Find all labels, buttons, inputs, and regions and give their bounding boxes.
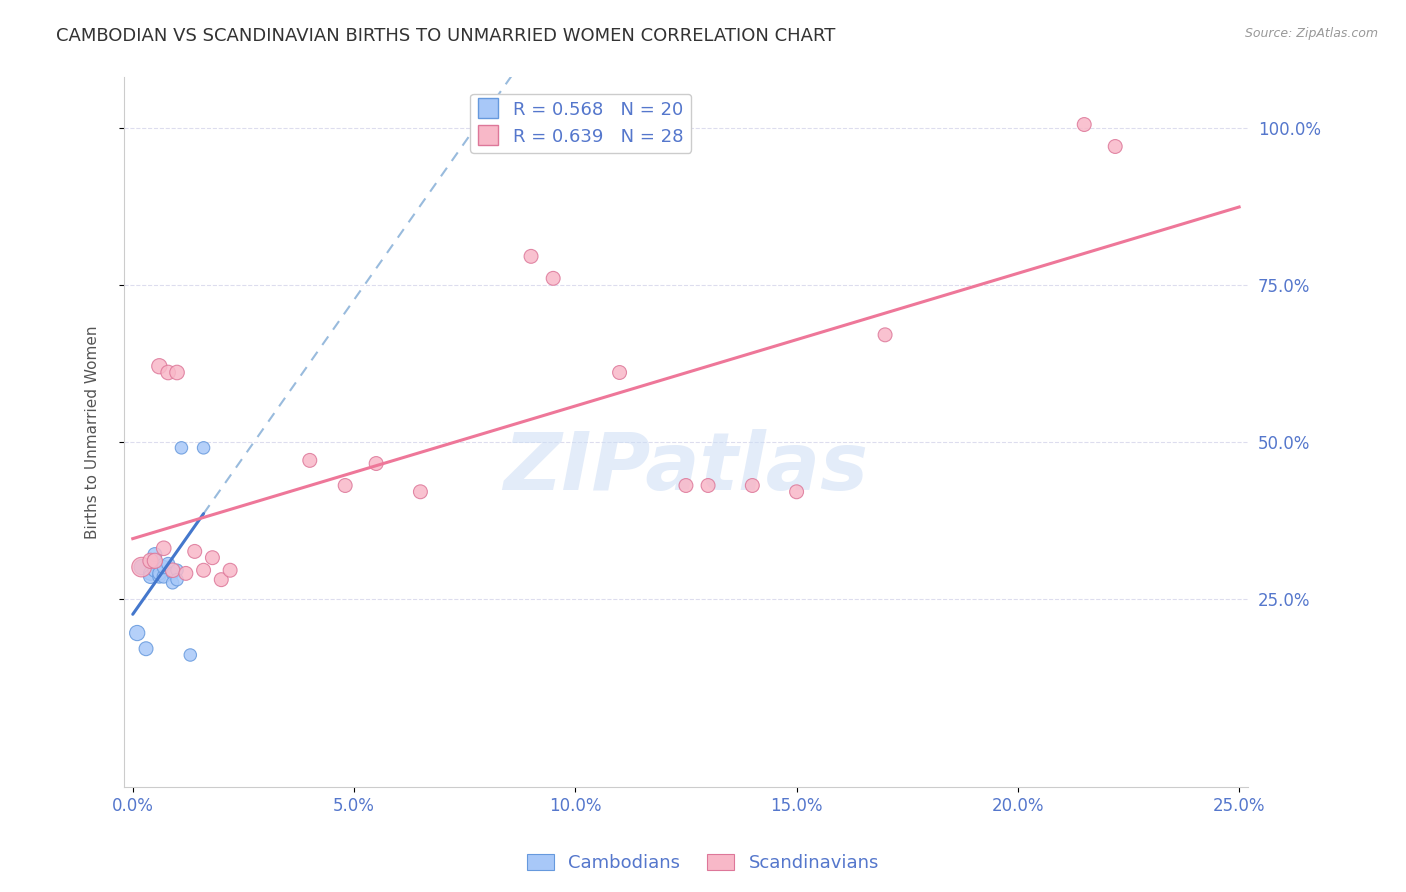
- Point: [174, 566, 197, 581]
- Point: [697, 478, 720, 492]
- Point: [139, 554, 162, 568]
- Point: [148, 569, 170, 583]
- Point: [201, 550, 224, 565]
- Point: [786, 484, 808, 499]
- Point: [148, 566, 170, 581]
- Point: [335, 478, 357, 492]
- Point: [179, 648, 201, 662]
- Point: [166, 563, 188, 577]
- Point: [131, 560, 153, 574]
- Text: CAMBODIAN VS SCANDINAVIAN BIRTHS TO UNMARRIED WOMEN CORRELATION CHART: CAMBODIAN VS SCANDINAVIAN BIRTHS TO UNMA…: [56, 27, 835, 45]
- Point: [157, 557, 180, 571]
- Point: [143, 548, 166, 562]
- Point: [148, 359, 170, 374]
- Point: [162, 566, 184, 581]
- Point: [152, 541, 174, 556]
- Point: [152, 569, 174, 583]
- Point: [139, 569, 162, 583]
- Point: [409, 484, 432, 499]
- Point: [366, 457, 388, 471]
- Point: [1073, 118, 1095, 132]
- Text: ZIPatlas: ZIPatlas: [503, 429, 869, 507]
- Point: [520, 249, 543, 263]
- Point: [209, 573, 232, 587]
- Point: [609, 366, 631, 380]
- Point: [170, 441, 193, 455]
- Point: [157, 366, 180, 380]
- Point: [675, 478, 697, 492]
- Legend: Cambodians, Scandinavians: Cambodians, Scandinavians: [520, 847, 886, 880]
- Point: [139, 566, 162, 581]
- Point: [143, 554, 166, 568]
- Point: [875, 327, 897, 342]
- Point: [166, 366, 188, 380]
- Point: [152, 560, 174, 574]
- Point: [183, 544, 205, 558]
- Y-axis label: Births to Unmarried Women: Births to Unmarried Women: [86, 326, 100, 539]
- Point: [219, 563, 242, 577]
- Legend: R = 0.568   N = 20, R = 0.639   N = 28: R = 0.568 N = 20, R = 0.639 N = 28: [470, 94, 692, 153]
- Point: [131, 560, 153, 574]
- Point: [298, 453, 321, 467]
- Point: [193, 563, 215, 577]
- Point: [143, 563, 166, 577]
- Point: [741, 478, 763, 492]
- Point: [162, 575, 184, 590]
- Point: [193, 441, 215, 455]
- Point: [135, 641, 157, 656]
- Point: [166, 573, 188, 587]
- Point: [541, 271, 564, 285]
- Text: Source: ZipAtlas.com: Source: ZipAtlas.com: [1244, 27, 1378, 40]
- Point: [143, 554, 166, 568]
- Point: [1104, 139, 1126, 153]
- Point: [162, 563, 184, 577]
- Point: [127, 626, 149, 640]
